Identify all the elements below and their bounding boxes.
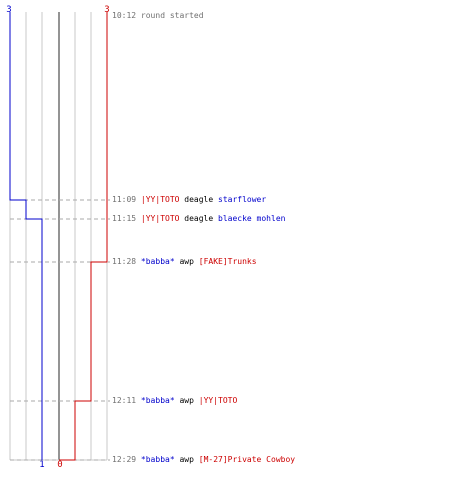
round-start-text: round started: [140, 11, 204, 20]
victim-name: |YY|TOTO: [198, 396, 238, 405]
kill-event-row: 11:28 *babba* awp [FAKE]Trunks: [112, 256, 257, 268]
kill-event-row: 12:11 *babba* awp |YY|TOTO: [112, 395, 237, 407]
red-end-count: 0: [57, 460, 62, 470]
event-time: 11:09: [112, 195, 137, 204]
event-guide-lines: [10, 199, 110, 461]
blue-team-count-line: [9, 12, 43, 460]
round-start-row: 10:12 round started: [112, 10, 204, 22]
event-time: 11:28: [112, 257, 137, 266]
event-time: 12:11: [112, 396, 137, 405]
killer-name: *babba*: [140, 455, 175, 464]
killer-name: |YY|TOTO: [140, 195, 180, 204]
weapon-name: deagle: [184, 214, 214, 223]
blue-start-count: 3: [6, 5, 11, 15]
grid-lines: [9, 12, 108, 461]
victim-name: blaecke mohlen: [218, 214, 286, 223]
killer-name: *babba*: [140, 396, 175, 405]
weapon-name: deagle: [184, 195, 214, 204]
blue-end-count: 1: [39, 460, 44, 470]
weapon-name: awp: [179, 455, 194, 464]
event-time: 12:29: [112, 455, 137, 464]
weapon-name: awp: [179, 396, 194, 405]
victim-name: [M-27]Private Cowboy: [198, 455, 296, 464]
event-time: 11:15: [112, 214, 137, 223]
red-team-count-line: [59, 12, 108, 461]
red-start-count: 3: [104, 5, 109, 15]
kill-event-row: 11:15 |YY|TOTO deagle blaecke mohlen: [112, 213, 285, 225]
victim-name: [FAKE]Trunks: [198, 257, 257, 266]
kill-event-row: 12:29 *babba* awp [M-27]Private Cowboy: [112, 454, 295, 466]
round-start-time: 10:12: [112, 11, 137, 20]
kill-event-row: 11:09 |YY|TOTO deagle starflower: [112, 194, 266, 206]
weapon-name: awp: [179, 257, 194, 266]
killer-name: |YY|TOTO: [140, 214, 180, 223]
killer-name: *babba*: [140, 257, 175, 266]
victim-name: starflower: [218, 195, 267, 204]
